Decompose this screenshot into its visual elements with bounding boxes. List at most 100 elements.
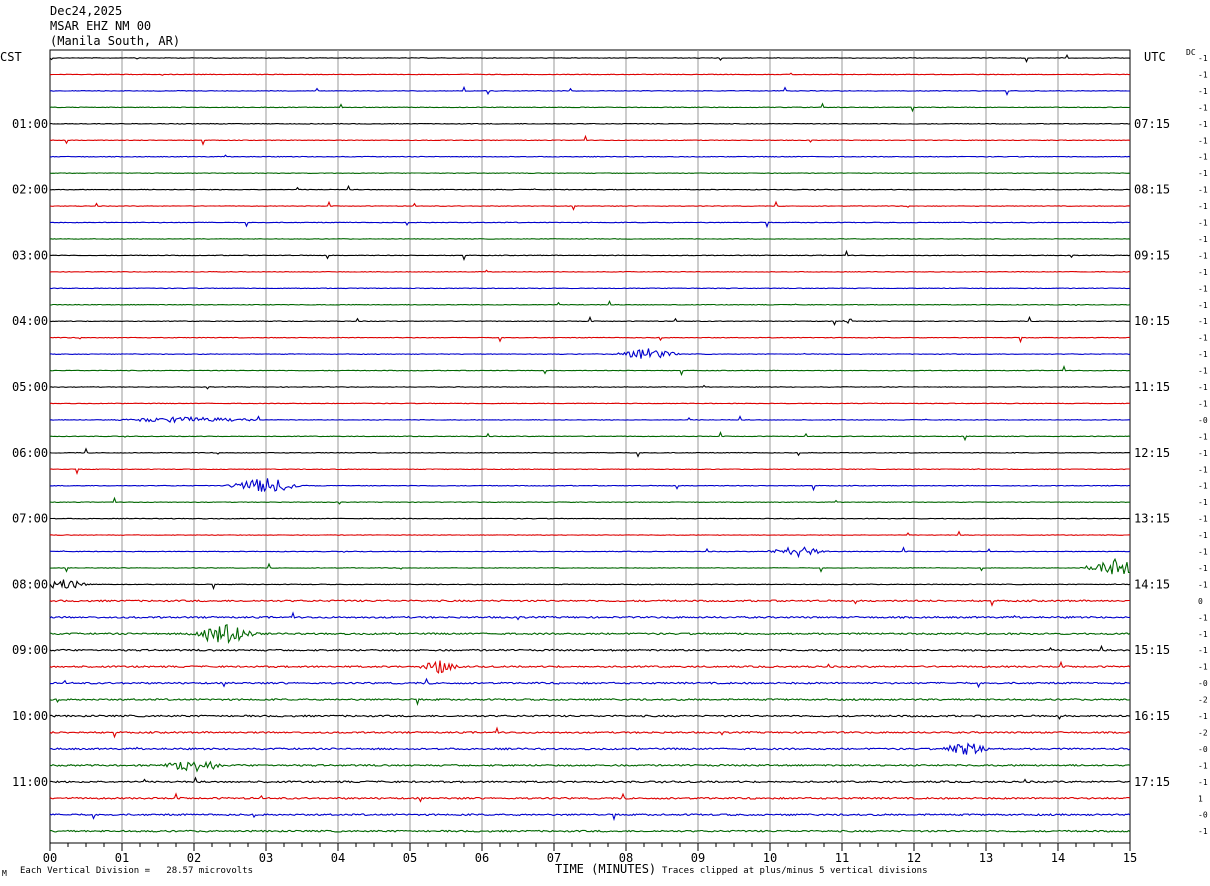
trace-line — [50, 348, 1130, 359]
x-tick-label: 11 — [835, 851, 849, 865]
dc-column-label: DC — [1186, 48, 1196, 57]
dc-offset-label: -1 — [1198, 465, 1208, 474]
trace-line — [49, 776, 1131, 784]
dc-offset-label: -0 — [1198, 416, 1208, 425]
x-tick-label: 02 — [187, 851, 201, 865]
trace-line — [49, 415, 1130, 424]
cst-hour-label: 10:00 — [12, 709, 48, 723]
dc-offset-label: -1 — [1198, 103, 1208, 112]
dc-offset-label: -1 — [1198, 778, 1208, 787]
trace-line — [49, 154, 1131, 158]
trace-line — [49, 660, 1131, 674]
trace-line — [49, 85, 1130, 97]
trace-line — [49, 742, 1131, 755]
trace-line — [49, 644, 1131, 652]
trace-line — [49, 287, 1130, 290]
x-tick-label: 01 — [115, 851, 129, 865]
dc-offset-label: 1 — [1198, 794, 1203, 803]
dc-offset-label: -1 — [1198, 646, 1208, 655]
trace-line — [49, 122, 1131, 125]
dc-offset-label: -2 — [1198, 728, 1208, 737]
dc-offset-label: -1 — [1198, 531, 1208, 540]
header-station: MSAR EHZ NM 00 — [50, 19, 152, 33]
dc-offset-label: -1 — [1198, 334, 1208, 343]
trace-line — [49, 760, 1131, 773]
x-tick-label: 08 — [619, 851, 633, 865]
dc-offset-label: -1 — [1198, 70, 1208, 79]
trace-line — [49, 624, 1131, 644]
dc-offset-label: -1 — [1198, 367, 1208, 376]
dc-offset-label: -1 — [1198, 219, 1208, 228]
x-tick-label: 07 — [547, 851, 561, 865]
plot-frame — [49, 49, 1131, 844]
dc-offset-label: -1 — [1198, 383, 1208, 392]
dc-offset-label: -0 — [1198, 745, 1208, 754]
trace-line — [49, 447, 1131, 458]
dc-offset-label: -1 — [1198, 712, 1208, 721]
dc-offset-label: -1 — [1198, 498, 1208, 507]
dc-offset-label: -1 — [1198, 54, 1208, 63]
dc-offset-label: -1 — [1198, 301, 1208, 310]
trace-line — [49, 431, 1131, 442]
trace-line — [49, 792, 1131, 803]
trace-line — [49, 221, 1131, 229]
dc-offset-label: -1 — [1198, 186, 1208, 195]
trace-line — [49, 496, 1130, 505]
dc-offset-label: -1 — [1198, 120, 1208, 129]
dc-offset-label: -1 — [1198, 268, 1208, 277]
utc-timezone-label: UTC — [1144, 50, 1166, 64]
utc-hour-label: 12:15 — [1134, 446, 1170, 460]
dc-offset-label: -1 — [1198, 580, 1208, 589]
cst-hour-label: 05:00 — [12, 380, 48, 394]
cst-hour-label: 01:00 — [12, 117, 48, 131]
trace-line — [49, 237, 1131, 240]
x-tick-label: 09 — [691, 851, 705, 865]
x-tick-label: 14 — [1051, 851, 1065, 865]
trace-line — [49, 72, 1131, 76]
dc-offset-label: -1 — [1198, 482, 1208, 491]
dc-offset-label: -0 — [1198, 811, 1208, 820]
dc-offset-label: -1 — [1198, 564, 1208, 573]
utc-hour-label: 16:15 — [1134, 709, 1170, 723]
utc-hour-label: 13:15 — [1134, 512, 1170, 526]
utc-hour-label: 14:15 — [1134, 577, 1170, 591]
dc-offset-label: -1 — [1198, 284, 1208, 293]
footer-mark: M — [2, 869, 7, 878]
trace-line — [50, 517, 1131, 520]
trace-line — [49, 315, 1131, 326]
trace-line — [49, 478, 1131, 493]
dc-offset-label: -1 — [1198, 449, 1208, 458]
cst-hour-label: 11:00 — [12, 775, 48, 789]
trace-line — [49, 557, 1130, 575]
trace-line — [49, 134, 1131, 146]
trace-line — [49, 813, 1131, 822]
utc-hour-label: 09:15 — [1134, 248, 1170, 262]
trace-line — [49, 249, 1131, 262]
x-tick-label: 15 — [1123, 851, 1137, 865]
dc-offset-label: -1 — [1198, 235, 1208, 244]
cst-hour-label: 04:00 — [12, 314, 48, 328]
dc-offset-label: 0 — [1198, 597, 1203, 606]
trace-line — [49, 611, 1131, 621]
dc-offset-label: -1 — [1198, 399, 1208, 408]
dc-offset-label: -2 — [1198, 696, 1208, 705]
dc-offset-label: -1 — [1198, 827, 1208, 836]
x-tick-label: 04 — [331, 851, 345, 865]
dc-offset-label: -1 — [1198, 153, 1208, 162]
utc-hour-label: 07:15 — [1134, 117, 1170, 131]
dc-offset-label: -1 — [1198, 350, 1208, 359]
utc-hour-label: 11:15 — [1134, 380, 1170, 394]
dc-offset-label: -1 — [1198, 251, 1208, 260]
trace-line — [49, 269, 1130, 273]
trace-line — [50, 184, 1131, 192]
cst-hour-label: 06:00 — [12, 446, 48, 460]
x-axis-title: TIME (MINUTES) — [555, 862, 657, 876]
trace-line — [49, 698, 1131, 707]
cst-hour-label: 08:00 — [12, 577, 48, 591]
trace-line — [49, 384, 1131, 390]
dc-offset-label: -1 — [1198, 87, 1208, 96]
dc-offset-label: -1 — [1198, 761, 1208, 770]
x-tick-label: 13 — [979, 851, 993, 865]
trace-line — [49, 677, 1131, 689]
